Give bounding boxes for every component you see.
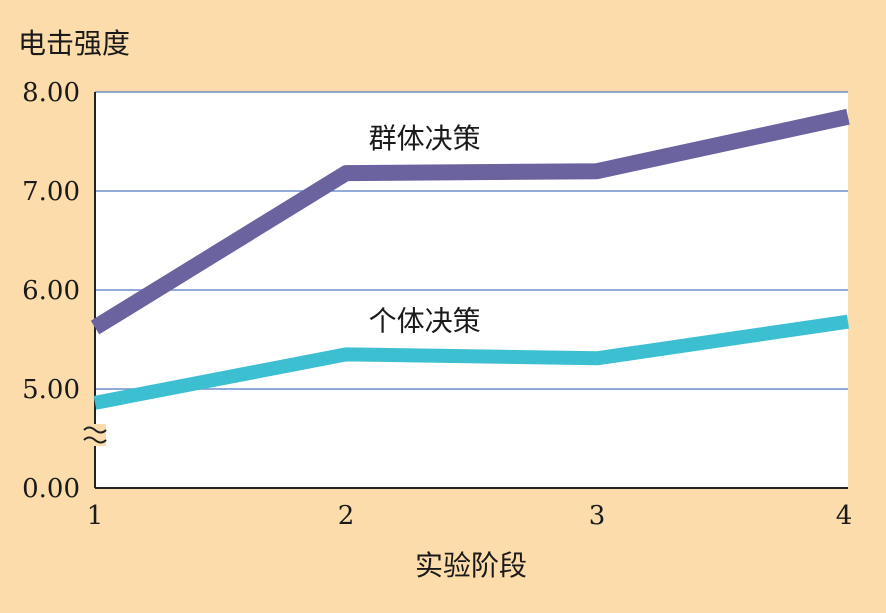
y-tick-label: 8.00 [22, 78, 80, 108]
y-tick-label: 0.00 [22, 474, 80, 504]
series-label: 个体决策 [369, 304, 481, 337]
y-axis-label: 电击强度 [18, 27, 130, 60]
gridlines [95, 91, 848, 390]
x-tick-label: 2 [338, 501, 355, 531]
x-axis-label: 实验阶段 [415, 549, 527, 582]
y-tick-labels: 0.00 5.00 6.00 7.00 8.00 [22, 78, 80, 504]
y-tick-label: 6.00 [22, 276, 80, 306]
series-line [90, 108, 850, 335]
series-line [93, 314, 850, 410]
y-tick-label: 7.00 [22, 177, 80, 207]
series-label: 群体决策 [369, 122, 481, 155]
y-tick-label: 5.00 [22, 375, 80, 405]
series-lines [90, 108, 850, 410]
x-tick-label: 4 [836, 501, 853, 531]
axis-break-icon [83, 424, 107, 446]
x-tick-label: 1 [87, 501, 104, 531]
x-tick-labels: 1 2 3 4 [87, 501, 853, 531]
x-tick-label: 3 [589, 501, 606, 531]
